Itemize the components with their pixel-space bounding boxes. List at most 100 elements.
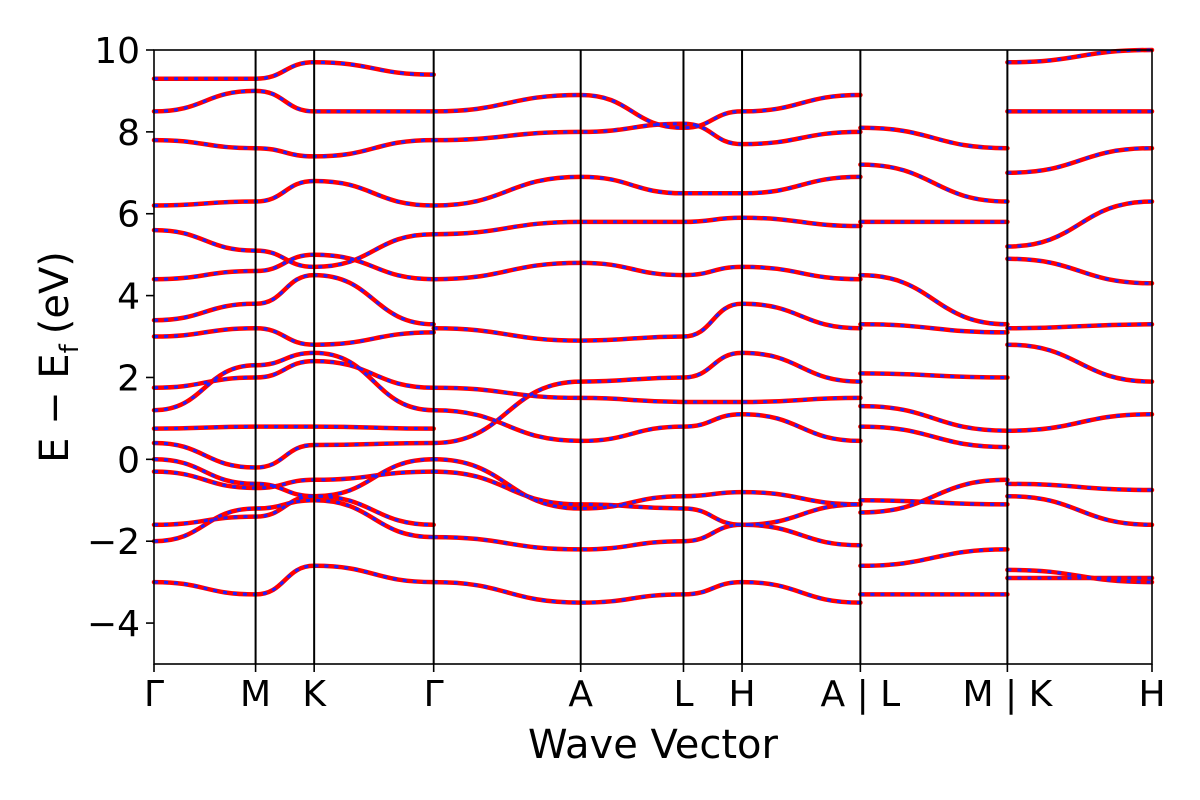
- band-line-blue-1: [153, 498, 434, 543]
- band-line-blue-15: [153, 89, 434, 113]
- band-line-red-16: [151, 60, 436, 81]
- band-line-red-12: [151, 227, 436, 270]
- band-line-red-18: [431, 522, 863, 552]
- band-line-blue-10: [153, 273, 434, 326]
- x-tick-label-2: K: [302, 674, 327, 715]
- band-line-blue-45: [1007, 494, 1153, 527]
- high-symmetry-lines: [254, 50, 1009, 664]
- band-line-blue-36: [860, 371, 1008, 379]
- band-line-blue-40: [860, 163, 1008, 203]
- band-line-blue-14: [153, 138, 434, 158]
- band-line-red-5: [151, 440, 436, 470]
- band-line-blue-21: [433, 351, 861, 445]
- x-tick-label-6: H: [729, 674, 756, 715]
- x-tick-label-7: A | L: [821, 674, 901, 715]
- band-line-blue-3: [153, 470, 434, 490]
- x-tick-label-5: L: [673, 674, 693, 715]
- band-line-red-17: [431, 579, 863, 605]
- band-line-blue-37: [860, 322, 1008, 334]
- band-line-blue-34: [860, 425, 1008, 449]
- band-line-red-41: [858, 125, 1010, 151]
- band-line-blue-53: [1007, 48, 1153, 64]
- band-line-blue-22: [433, 408, 861, 443]
- band-line-blue-11: [153, 253, 434, 281]
- x-tick-label-4: A: [568, 674, 593, 715]
- band-line-red-40: [858, 162, 1010, 204]
- band-line-blue-16: [154, 60, 434, 81]
- band-line-blue-50: [1007, 200, 1153, 248]
- band-line-red-10: [151, 272, 436, 327]
- y-tick-label-7: 10: [94, 31, 140, 72]
- y-tick-label-4: 4: [117, 277, 140, 318]
- y-axis-label-unit: (eV): [32, 251, 78, 334]
- band-line-blue-6: [153, 425, 434, 431]
- band-line-blue-2: [153, 494, 434, 527]
- band-line-blue-13: [153, 179, 434, 207]
- band-line-red-15: [151, 88, 436, 114]
- band-line-red-31: [858, 547, 1010, 569]
- band-line-red-32: [858, 477, 1010, 515]
- band-line-blue-35: [860, 404, 1008, 433]
- band-line-red-0: [151, 563, 436, 597]
- band-line-blue-49: [1007, 257, 1153, 285]
- band-line-blue-32: [860, 478, 1008, 514]
- band-line-red-24: [431, 301, 863, 343]
- y-tick-label-5: 6: [117, 195, 140, 236]
- band-line-red-45: [1005, 493, 1155, 528]
- band-line-blue-8: [153, 359, 434, 390]
- band-line-red-22: [431, 407, 863, 444]
- x-axis-label: Wave Vector: [528, 722, 779, 768]
- band-line-blue-4: [153, 457, 434, 498]
- band-line-blue-0: [153, 564, 434, 596]
- x-tick-label-9: H: [1138, 674, 1165, 715]
- band-line-red-9: [151, 326, 436, 347]
- x-tick-label-8: M | K: [963, 674, 1054, 715]
- x-tick-label-3: Γ: [424, 674, 444, 715]
- band-line-red-26: [431, 215, 863, 237]
- band-line-red-38: [858, 272, 1010, 327]
- band-line-blue-9: [153, 326, 434, 347]
- band-line-red-47: [1005, 342, 1155, 384]
- band-line-red-29: [431, 92, 863, 131]
- band-line-blue-5: [153, 441, 434, 469]
- y-tick-label-3: 2: [117, 358, 140, 399]
- x-tick-label-1: M: [240, 674, 271, 715]
- band-line-blue-18: [433, 523, 861, 551]
- y-axis-label-main: E − E: [32, 353, 78, 463]
- band-line-red-2: [151, 493, 436, 528]
- band-line-blue-46: [1007, 412, 1153, 433]
- band-line-blue-44: [1007, 482, 1153, 492]
- band-line-blue-48: [1007, 322, 1153, 330]
- band-line-red-25: [431, 260, 863, 282]
- band-line-red-13: [151, 178, 436, 208]
- band-line-blue-27: [433, 175, 861, 207]
- band-line-red-14: [151, 137, 436, 159]
- band-line-red-27: [431, 174, 863, 208]
- band-line-blue-51: [1007, 146, 1153, 175]
- y-axis-label-subscript: f: [55, 343, 85, 353]
- band-line-blue-31: [860, 547, 1008, 568]
- band-line-blue-23: [433, 386, 861, 404]
- band-line-red-28: [431, 121, 863, 147]
- band-line-blue-42: [1007, 568, 1153, 584]
- plot-frame: [153, 49, 1153, 665]
- y-tick-label-2: 0: [117, 440, 140, 481]
- x-tick-label-0: Γ: [144, 674, 164, 715]
- band-line-blue-20: [433, 457, 861, 510]
- band-line-blue-33: [860, 498, 1008, 506]
- y-tick-label-1: −2: [87, 522, 140, 563]
- band-line-blue-7: [153, 351, 434, 412]
- band-line-red-50: [1005, 199, 1155, 249]
- y-axis-label: E − Ef (eV): [32, 251, 85, 463]
- band-line-blue-38: [860, 273, 1008, 326]
- band-line-blue-41: [860, 126, 1008, 150]
- y-tick-label-0: −4: [87, 604, 140, 645]
- y-axis: −4 −2 0 2 4 6 8 10: [87, 31, 154, 645]
- band-line-blue-29: [433, 93, 861, 130]
- band-line-blue-47: [1007, 343, 1153, 384]
- band-line-blue-19: [433, 470, 861, 527]
- y-tick-label-6: 8: [117, 113, 140, 154]
- plot-area: [151, 47, 1155, 605]
